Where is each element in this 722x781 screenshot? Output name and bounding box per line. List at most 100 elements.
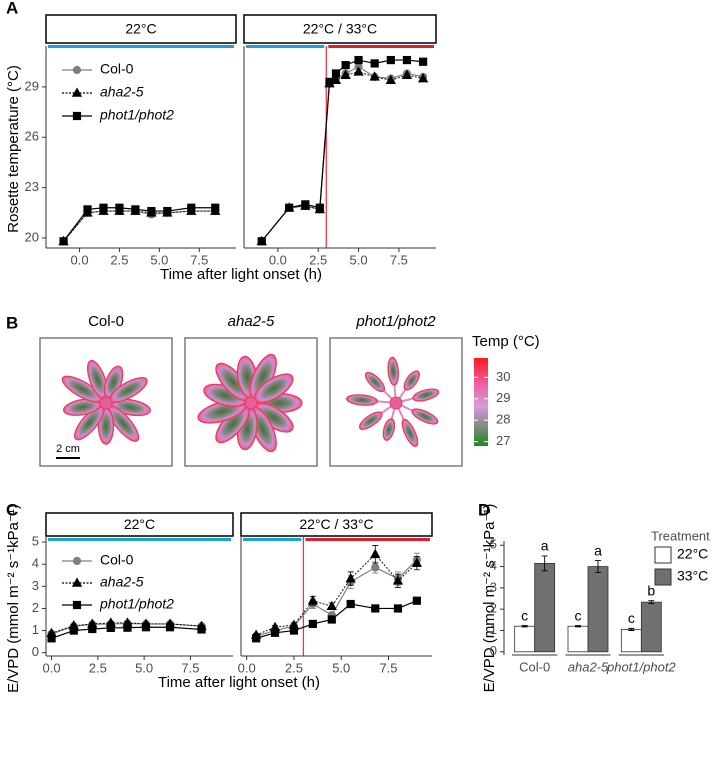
control-bar — [246, 45, 325, 48]
marker — [307, 595, 319, 605]
marker — [315, 203, 324, 212]
marker — [392, 575, 404, 585]
y-tick-label: 0 — [490, 643, 497, 658]
series-line — [255, 553, 418, 636]
panel-label: A — [6, 0, 18, 17]
panel-label: D — [478, 500, 490, 519]
significance-letter: c — [575, 607, 582, 623]
x-tick-label: 7.5 — [190, 252, 208, 267]
marker — [370, 59, 379, 68]
significance-letter: a — [541, 538, 549, 554]
marker — [340, 69, 351, 79]
marker — [418, 57, 428, 66]
x-tick-label: 0.0 — [43, 660, 61, 675]
y-tick-label: 20 — [25, 229, 39, 244]
legend-label: phot1/phot2 — [99, 596, 174, 612]
bar — [587, 566, 609, 653]
marker — [346, 599, 355, 609]
x-tick-label: aha2-5 — [568, 659, 609, 674]
marker — [393, 604, 403, 613]
leaf — [411, 408, 439, 425]
y-axis-title: E/VPD (mmol m⁻² s⁻¹kPa⁻¹) — [5, 504, 22, 693]
legend-label: Col-0 — [100, 552, 134, 568]
y-tick-label: 4 — [490, 558, 497, 573]
marker — [88, 624, 97, 634]
legend-marker — [71, 577, 83, 587]
marker — [341, 61, 350, 70]
marker — [59, 237, 68, 246]
image-label: Col-0 — [88, 313, 124, 330]
legend-marker — [72, 556, 82, 566]
marker — [327, 615, 336, 624]
marker — [47, 634, 56, 643]
marker — [163, 206, 172, 216]
series-line — [261, 66, 424, 242]
y-tick-label: 0 — [32, 644, 39, 659]
y-tick-label: 5 — [32, 534, 39, 549]
legend-label: aha2-5 — [100, 574, 144, 590]
x-tick-label: 2.5 — [309, 252, 327, 267]
legend-swatch — [654, 546, 672, 564]
y-tick-label: 4 — [32, 556, 39, 571]
marker — [197, 625, 206, 634]
marker — [301, 200, 310, 209]
facet-strip — [243, 14, 437, 44]
marker — [345, 573, 356, 583]
x-tick-label: phot1/phot2 — [606, 659, 676, 674]
facet-strip-label: 22°C — [124, 516, 155, 532]
marker — [147, 206, 156, 216]
x-tick-label: 7.5 — [390, 252, 408, 267]
rosette-center — [244, 396, 258, 410]
heat-bar — [305, 538, 430, 541]
significance-letter: c — [521, 607, 528, 623]
marker — [187, 203, 196, 212]
marker — [412, 596, 421, 605]
marker — [402, 55, 412, 65]
legend-label: Col-0 — [100, 61, 134, 77]
marker — [401, 69, 413, 79]
x-tick-label: 5.0 — [135, 660, 153, 675]
x-tick-label: 0.0 — [238, 660, 256, 675]
error-bar — [648, 600, 655, 605]
control-bar — [48, 45, 234, 48]
marker — [325, 77, 334, 86]
marker — [99, 203, 108, 212]
legend-label: aha2-5 — [100, 84, 144, 100]
leaf — [382, 418, 396, 441]
marker — [386, 55, 395, 65]
marker — [308, 619, 317, 629]
colorbar-tick-label: 30 — [496, 369, 510, 384]
heat-bar — [328, 45, 434, 48]
x-tick-label: 2.5 — [89, 660, 107, 675]
marker — [252, 634, 261, 643]
marker — [123, 623, 132, 632]
x-tick-label: 2.5 — [285, 660, 303, 675]
leaf — [346, 394, 379, 406]
legend-swatch — [654, 568, 672, 586]
error-bar — [521, 625, 528, 628]
x-axis-title: Time after light onset (h) — [160, 266, 322, 283]
colorbar-tick-label: 27 — [496, 433, 510, 448]
bar — [620, 629, 642, 653]
marker — [411, 557, 423, 567]
control-bar — [243, 538, 302, 541]
x-tick-label: 5.0 — [150, 252, 168, 267]
marker — [371, 563, 380, 572]
marker — [417, 72, 429, 83]
series-line — [261, 71, 424, 242]
colorbar-title: Temp (°C) — [472, 333, 540, 350]
rosette-center — [389, 396, 403, 410]
x-tick-label: 7.5 — [379, 660, 397, 675]
x-tick-label: Col-0 — [519, 659, 550, 674]
marker — [131, 205, 140, 214]
marker — [106, 623, 115, 633]
leaf — [387, 356, 399, 386]
y-axis-title: E/VPD (mmol m⁻² s⁻¹kPa⁻¹) — [481, 504, 498, 693]
marker — [331, 69, 341, 78]
marker — [211, 203, 220, 212]
y-tick-label: 2 — [32, 600, 39, 615]
legend-label: phot1/phot2 — [99, 107, 174, 123]
bar — [514, 625, 536, 653]
series-line — [261, 59, 424, 242]
